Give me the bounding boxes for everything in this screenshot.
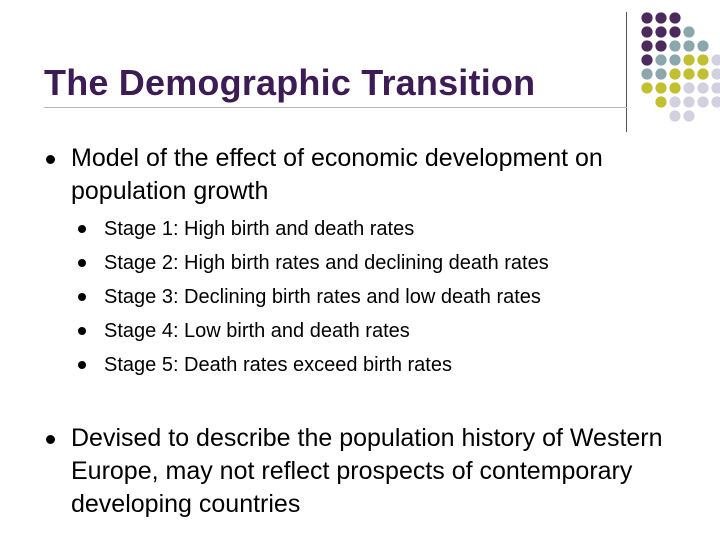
decorative-dot xyxy=(697,54,709,66)
decorative-dot xyxy=(641,12,653,24)
sub-bullet-dot xyxy=(78,327,86,335)
decorative-dot xyxy=(655,40,667,52)
decorative-dot xyxy=(655,82,667,94)
decorative-dot xyxy=(711,96,720,108)
decorative-dot xyxy=(641,82,653,94)
decorative-dot xyxy=(669,40,681,52)
bullet-dot xyxy=(46,155,55,164)
sub-bullet-text: Stage 2: High birth rates and declining … xyxy=(104,252,549,274)
decorative-dot xyxy=(655,68,667,80)
decorative-dot xyxy=(697,82,709,94)
decorative-dot xyxy=(641,54,653,66)
decorative-dot xyxy=(655,26,667,38)
decorative-dot xyxy=(669,68,681,80)
sub-bullet-text: Stage 5: Death rates exceed birth rates xyxy=(104,354,452,376)
sub-bullet-dot xyxy=(78,259,86,267)
decorative-dot xyxy=(655,12,667,24)
decorative-dot xyxy=(655,96,667,108)
sub-bullet-text: Stage 3: Declining birth rates and low d… xyxy=(104,286,541,308)
decorative-dot xyxy=(641,26,653,38)
decorative-dot xyxy=(697,68,709,80)
bullet-text: Devised to describe the population histo… xyxy=(71,424,663,518)
decorative-dot xyxy=(669,96,681,108)
decorative-dot xyxy=(683,96,695,108)
decorative-dot xyxy=(697,96,709,108)
decorative-dot xyxy=(641,68,653,80)
slide-title: The Demographic Transition xyxy=(44,62,536,103)
decorative-dot xyxy=(683,68,695,80)
title-underline xyxy=(44,107,627,108)
sub-bullet-dot xyxy=(78,361,86,369)
decorative-dot xyxy=(669,12,681,24)
decorative-dot xyxy=(655,54,667,66)
decorative-dot xyxy=(669,26,681,38)
decorative-dot xyxy=(711,82,720,94)
sub-bullet-text: Stage 1: High birth and death rates xyxy=(104,218,415,240)
decorative-dot xyxy=(641,40,653,52)
decorative-dot xyxy=(669,54,681,66)
decorative-dot xyxy=(683,54,695,66)
bullet-text: Model of the effect of economic developm… xyxy=(71,144,603,205)
decorative-dot xyxy=(697,40,709,52)
decorative-dot xyxy=(683,26,695,38)
sub-bullet-text: Stage 4: Low birth and death rates xyxy=(104,320,410,342)
decorative-dot xyxy=(669,82,681,94)
decorative-dot xyxy=(711,54,720,66)
decorative-dot xyxy=(683,110,695,122)
decorative-dot-grid xyxy=(641,12,720,122)
decorative-dot xyxy=(683,40,695,52)
decorative-dot xyxy=(683,82,695,94)
sub-bullet-dot xyxy=(78,293,86,301)
bullet-dot xyxy=(46,435,55,444)
decorative-dot xyxy=(669,110,681,122)
vertical-divider xyxy=(626,12,627,132)
sub-bullet-dot xyxy=(78,225,86,233)
decorative-dot xyxy=(711,68,720,80)
